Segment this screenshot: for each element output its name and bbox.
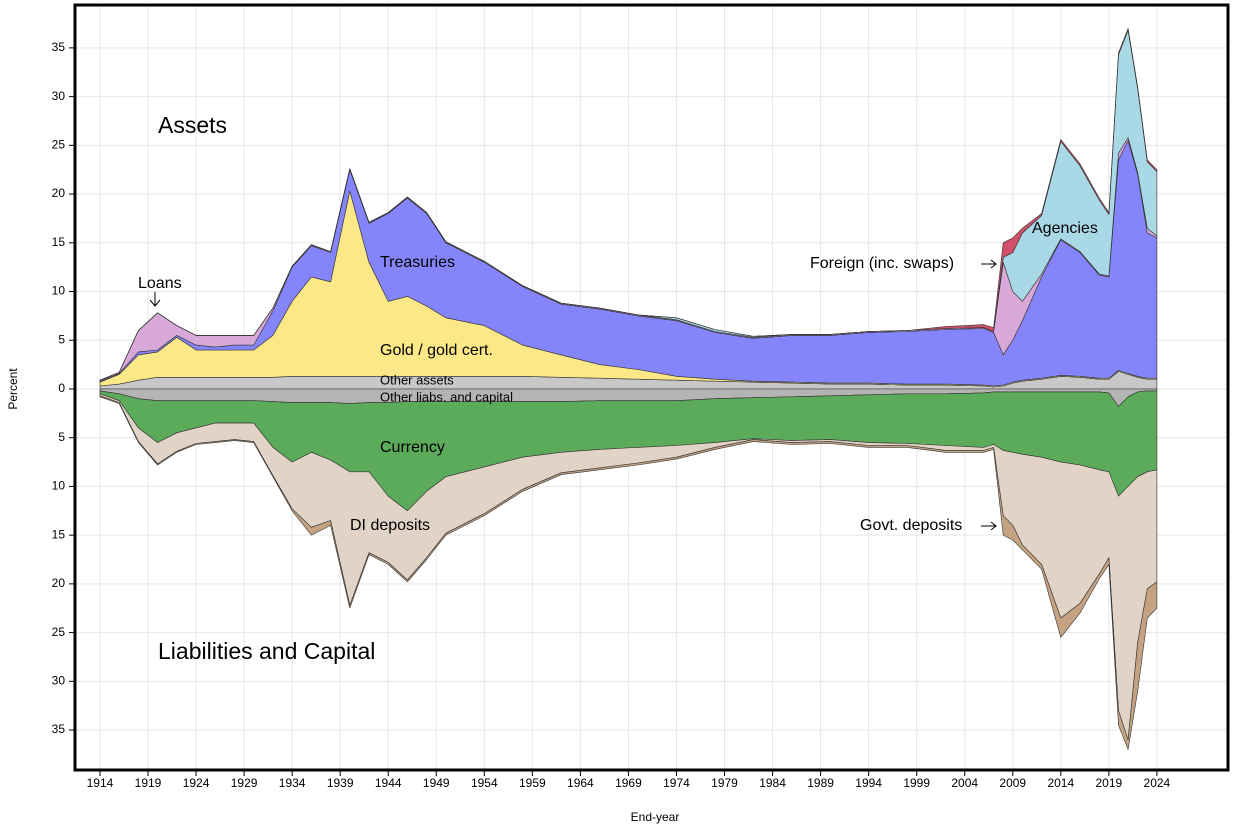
x-tick-label: 1969 xyxy=(615,776,642,790)
y-tick-label: 5 xyxy=(58,332,65,346)
x-tick-label: 1974 xyxy=(663,776,690,790)
arrow xyxy=(149,292,161,307)
x-tick-label: 2014 xyxy=(1047,776,1074,790)
x-axis-label: End-year xyxy=(631,810,680,824)
annotation: Liabilities and Capital xyxy=(158,638,375,664)
x-tick-label: 1999 xyxy=(903,776,930,790)
area xyxy=(99,28,1158,381)
x-tick-label: 2019 xyxy=(1096,776,1123,790)
arrow xyxy=(981,521,997,531)
series-label: DI deposits xyxy=(350,517,430,534)
x-tick-label: 1959 xyxy=(519,776,546,790)
x-tick-label: 1994 xyxy=(855,776,882,790)
x-tick-label: 2009 xyxy=(999,776,1026,790)
x-tick-label: 1929 xyxy=(231,776,258,790)
x-tick-label: 1964 xyxy=(567,776,594,790)
x-tick-label: 1924 xyxy=(183,776,210,790)
x-tick-label: 1934 xyxy=(279,776,306,790)
area xyxy=(99,395,1158,750)
y-tick-label: 20 xyxy=(52,186,66,200)
series-label: Foreign (inc. swaps) xyxy=(810,255,954,272)
series-label: Currency xyxy=(380,439,445,456)
x-tick-label: 1989 xyxy=(807,776,834,790)
series-label: Gold / gold cert. xyxy=(380,342,493,359)
x-tick-label: 1919 xyxy=(135,776,162,790)
series-label: Treasuries xyxy=(380,254,455,271)
y-tick-label: 25 xyxy=(52,138,66,152)
y-axis-label: Percent xyxy=(6,368,20,410)
y-tick-label: 15 xyxy=(52,527,66,541)
y-tick-label: 35 xyxy=(52,40,66,54)
series-label: Other liabs. and capital xyxy=(380,389,513,404)
y-tick-label: 0 xyxy=(58,381,65,395)
x-tick-label: 1949 xyxy=(423,776,450,790)
x-tick-label: 1984 xyxy=(759,776,786,790)
series-label: Agencies xyxy=(1032,220,1098,237)
y-tick-label: 25 xyxy=(52,625,66,639)
areas xyxy=(99,28,1158,750)
y-tick-label: 10 xyxy=(52,479,66,493)
labels: Other assets Gold / gold cert. Treasuries L… xyxy=(138,220,1098,534)
x-tick-label: 1979 xyxy=(711,776,738,790)
x-tick-label: 1954 xyxy=(471,776,498,790)
x-tick-label: 2004 xyxy=(951,776,978,790)
series-label: Govt. deposits xyxy=(860,517,962,534)
y-tick-label: 15 xyxy=(52,235,66,249)
y-tick-label: 30 xyxy=(52,89,66,103)
y-tick-label: 10 xyxy=(52,284,66,298)
x-tick-label: 1939 xyxy=(327,776,354,790)
plot-frame xyxy=(73,3,1230,772)
y-tick-label: 30 xyxy=(52,673,66,687)
series-label: Loans xyxy=(138,275,182,292)
y-tick-label: 5 xyxy=(58,430,65,444)
x-tick-label: 1914 xyxy=(87,776,114,790)
annotation: Assets xyxy=(158,112,227,138)
x-tick-label: 2024 xyxy=(1144,776,1171,790)
arrows xyxy=(149,259,997,531)
arrow xyxy=(981,259,997,269)
x-tick-label: 1944 xyxy=(375,776,402,790)
y-tick-label: 35 xyxy=(52,722,66,736)
series-label: Other assets xyxy=(380,372,454,387)
y-tick-label: 20 xyxy=(52,576,66,590)
